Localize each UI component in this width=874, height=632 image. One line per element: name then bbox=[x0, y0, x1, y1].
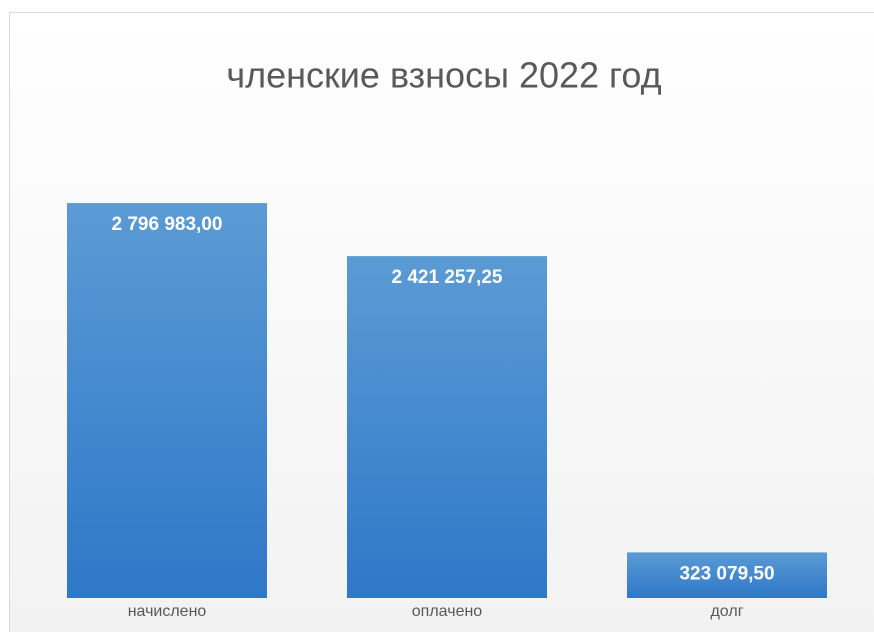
value-label: 2 796 983,00 bbox=[112, 214, 223, 235]
x-tick-label: оплачено bbox=[412, 603, 483, 620]
x-tick-label: начислено bbox=[128, 603, 207, 620]
value-label: 323 079,50 bbox=[679, 563, 774, 584]
bar bbox=[67, 203, 267, 599]
value-label: 2 421 257,25 bbox=[392, 267, 503, 288]
chart-title: членские взносы 2022 год bbox=[226, 55, 661, 96]
bar bbox=[347, 256, 547, 598]
x-tick-label: долг bbox=[710, 603, 743, 620]
bar bbox=[627, 552, 827, 598]
